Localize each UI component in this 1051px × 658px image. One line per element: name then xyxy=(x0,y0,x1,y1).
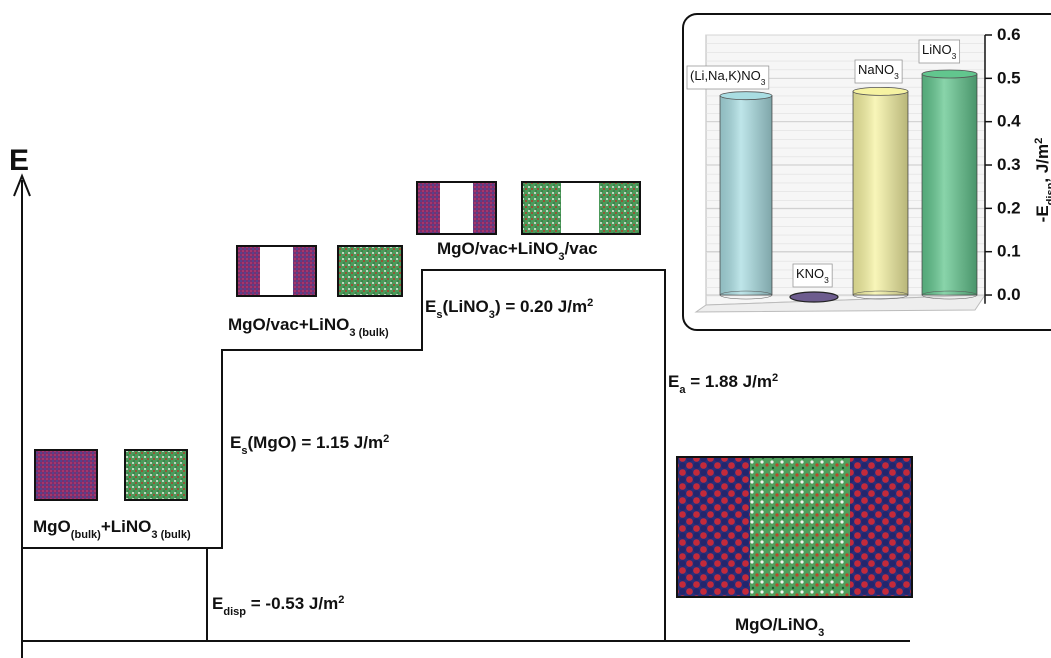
level-label: MgO(bulk)+LiNO3 (bulk) xyxy=(33,517,191,541)
text-part: 2 xyxy=(772,372,778,384)
y-tick-label: 0.6 xyxy=(997,25,1021,44)
level-label: MgO/vac+LiNO3 (bulk) xyxy=(228,315,389,339)
y-tick-label: 0.5 xyxy=(997,68,1021,87)
text-part: E xyxy=(668,372,679,391)
text-part: -E xyxy=(1033,205,1051,222)
text-part: 3 xyxy=(824,275,829,285)
bar-shade xyxy=(922,74,977,295)
text-part: 3 xyxy=(761,77,766,87)
text-part: 3 xyxy=(818,627,824,639)
inset-chart: 0.0 0.1 0.2 0.3 0.4 0.5 0.6 -Edisp, J/m2 (Li,Na,… xyxy=(683,14,1051,330)
text-part: 3 xyxy=(952,51,957,61)
text-part: LiNO xyxy=(922,42,952,57)
y-tick-label: 0.3 xyxy=(997,155,1021,174)
text-part: disp xyxy=(223,606,246,618)
y-tick-label: 0.4 xyxy=(997,112,1021,131)
text-part: (Li,Na,K)NO xyxy=(690,68,761,83)
lino3-slab xyxy=(523,183,561,233)
lino3-bulk xyxy=(338,246,402,296)
y-tick-label: 0.2 xyxy=(997,198,1021,217)
level-label: Es(MgO) = 1.15 J/m2 xyxy=(230,433,389,457)
axis-label: E xyxy=(9,144,29,177)
text-part: 3 (bulk) xyxy=(349,327,389,339)
lino3-slab xyxy=(599,183,639,233)
text-part: = 1.88 J/m xyxy=(686,372,772,391)
bar-top xyxy=(922,70,977,78)
level-label: Edisp = -0.53 J/m2 xyxy=(212,594,344,618)
lino3-bulk xyxy=(125,450,187,500)
level-label: Ea = 1.88 J/m2 xyxy=(668,372,778,396)
text-part: 2 xyxy=(383,433,389,445)
text-part: MgO/vac+LiNO xyxy=(228,315,349,334)
text-part: 2 xyxy=(1033,138,1045,144)
level-label: MgO/vac+LiNO3/vac xyxy=(437,239,598,263)
text-part: = -0.53 J/m xyxy=(246,594,338,613)
bar xyxy=(922,70,977,299)
text-part: (MgO) = 1.15 J/m xyxy=(248,433,384,452)
text-part: disp xyxy=(1045,182,1051,205)
text-part: , J/m xyxy=(1033,144,1051,183)
text-part: NaNO xyxy=(858,62,894,77)
text-part: 2 xyxy=(338,594,344,606)
text-part: 2 xyxy=(587,297,593,309)
mgo-bulk xyxy=(35,450,97,500)
text-part: E xyxy=(230,433,241,452)
mgo-slab xyxy=(418,183,440,233)
bar-shade xyxy=(720,96,772,295)
text-part: E xyxy=(212,594,223,613)
bar xyxy=(790,292,838,302)
mgo-slab xyxy=(473,183,495,233)
y-tick-label: 0.1 xyxy=(997,242,1021,261)
level-label: MgO/LiNO3 xyxy=(735,615,824,639)
mgo-slab xyxy=(293,247,315,295)
text-part: MgO/vac+LiNO xyxy=(437,239,558,258)
text-part: MgO/LiNO xyxy=(735,615,818,634)
text-part: MgO xyxy=(33,517,71,536)
bar-top xyxy=(853,87,908,95)
page: E 0.00.10.20.30.40.50.6-Edisp, J/m2(Li,N… xyxy=(0,0,1051,658)
bar xyxy=(853,87,908,299)
bar xyxy=(720,92,772,299)
text-part: (bulk) xyxy=(71,529,101,541)
y-tick-label: 0.0 xyxy=(997,285,1021,304)
bar-shade xyxy=(853,91,908,295)
bar xyxy=(790,292,838,302)
text-part: 3 xyxy=(894,71,899,81)
text-part: E xyxy=(425,297,436,316)
bar-top xyxy=(720,92,772,100)
text-part: /vac xyxy=(565,239,598,258)
text-part: +LiNO xyxy=(101,517,152,536)
level-label: Es(LiNO3) = 0.20 J/m2 xyxy=(425,297,593,321)
y-axis-title: -Edisp, J/m2 xyxy=(1033,138,1051,223)
text-part: 3 (bulk) xyxy=(151,529,191,541)
text-part: (LiNO xyxy=(443,297,489,316)
text-part: ) = 0.20 J/m xyxy=(495,297,587,316)
interface-lino3 xyxy=(750,458,850,596)
text-part: KNO xyxy=(796,266,824,281)
mgo-slab xyxy=(238,247,260,295)
